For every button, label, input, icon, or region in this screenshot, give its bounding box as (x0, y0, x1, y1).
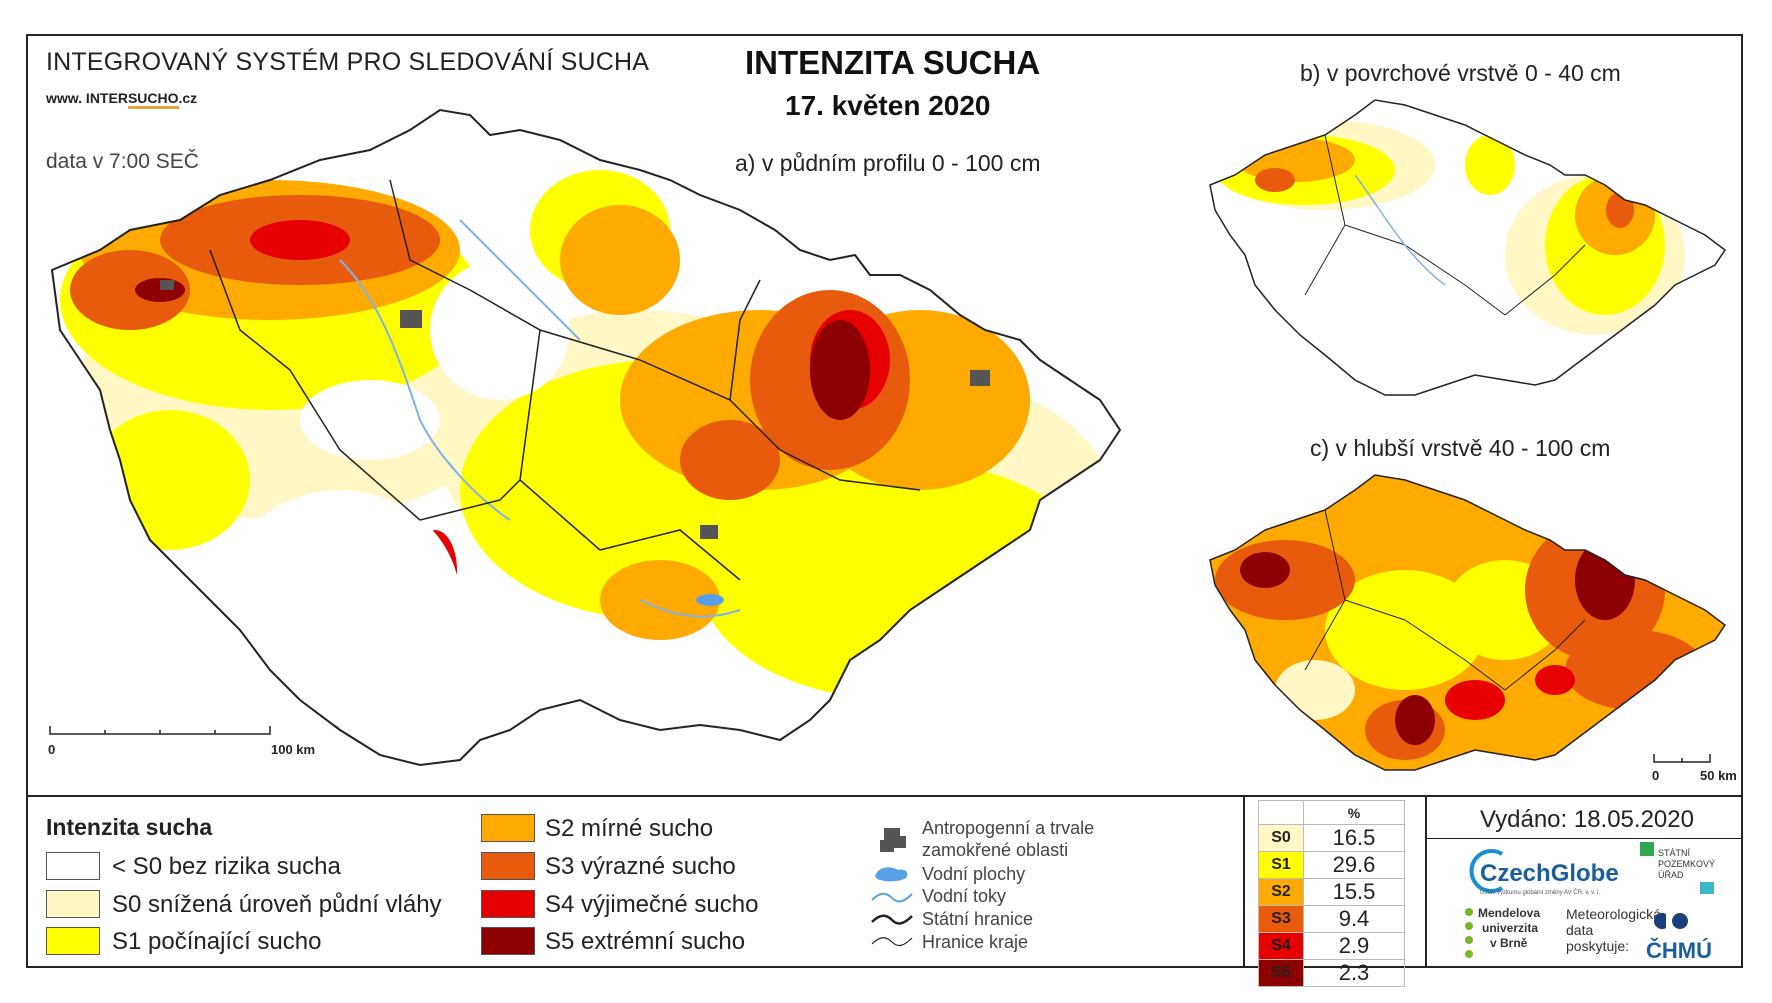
stats-code: S5 (1258, 959, 1304, 987)
map-a-soil-profile (50, 108, 1122, 767)
map-a-label: a) v půdním profilu 0 - 100 cm (735, 150, 1041, 176)
drought-stats-table: % S0 16.5 S1 29.6 S2 15.5 S3 9.4 S4 2.9 … (1258, 800, 1405, 987)
scale-small-end: 50 km (1700, 768, 1737, 783)
issued-divider (1427, 838, 1743, 839)
page-title: INTENZITA SUCHA (745, 44, 1041, 81)
chmu-logo-icon (1653, 912, 1688, 930)
state-border-icon (871, 914, 913, 925)
legend-swatch-s1 (46, 927, 100, 955)
map-c-deep-layer (1209, 474, 1727, 771)
legend-title: Intenzita sucha (46, 814, 213, 840)
legend-label-s1: S1 počínající sucho (112, 928, 322, 955)
legend-label-s4: S4 výjimečné sucho (545, 891, 759, 918)
issued-date: Vydáno: 18.05.2020 (1480, 806, 1694, 833)
stats-row: S1 29.6 (1258, 851, 1405, 879)
stats-value: 2.9 (1303, 932, 1405, 960)
website-mid: SUCHO (127, 90, 179, 109)
mendel-logo-icon (1465, 908, 1473, 958)
map-c-label: c) v hlubší vrstvě 40 - 100 cm (1310, 435, 1611, 461)
stream-icon (871, 892, 913, 903)
legend-label-s2: S2 mírné sucho (545, 815, 714, 842)
anthropogenic-label-2: zamokřené oblasti (922, 840, 1069, 860)
czechglobe-logo-icon (1469, 849, 1504, 893)
legend-swatch-s3 (481, 852, 535, 880)
stats-header-code (1258, 800, 1304, 825)
website-suffix: .cz (178, 90, 198, 106)
system-name: INTEGROVANÝ SYSTÉM PRO SLEDOVÁNÍ SUCHA (46, 48, 650, 76)
stats-value: 16.5 (1303, 824, 1405, 852)
streams-label: Vodní toky (922, 886, 1007, 906)
footer-divider (1425, 797, 1427, 968)
scale-bar-main (49, 726, 271, 735)
map-b-label: b) v povrchové vrstvě 0 - 40 cm (1300, 60, 1621, 86)
legend-label-s3: S3 výrazné sucho (545, 853, 736, 880)
stats-code: S2 (1258, 878, 1304, 906)
legend-label-s0: S0 snížená úroveň půdní vláhy (112, 891, 442, 918)
spu-logo-icon (1640, 842, 1654, 856)
stats-value: 9.4 (1303, 905, 1405, 933)
website-link[interactable]: www. INTERSUCHO.cz (46, 90, 198, 109)
stats-code: S0 (1258, 824, 1304, 852)
scale-main-end: 100 km (271, 742, 316, 757)
mendel-label-2: univerzita (1482, 921, 1539, 935)
stats-code: S3 (1258, 905, 1304, 933)
stats-row: S3 9.4 (1258, 905, 1405, 933)
map-b-surface-layer (1209, 99, 1727, 396)
mendel-label-3: v Brně (1490, 936, 1528, 950)
stats-divider (1243, 797, 1245, 968)
legend-swatch-s5 (481, 927, 535, 955)
stats-value: 29.6 (1303, 851, 1405, 879)
water-bodies-label: Vodní plochy (922, 864, 1026, 884)
chmu-logo-text: ČHMÚ (1646, 938, 1712, 963)
anthropogenic-area-icon (880, 828, 906, 852)
legend-swatch-s4 (481, 890, 535, 918)
map-date: 17. květen 2020 (785, 90, 991, 121)
stats-code: S1 (1258, 851, 1304, 879)
stats-value: 15.5 (1303, 878, 1405, 906)
met-data-label: Meteorologická data poskytuje: (1566, 906, 1661, 954)
legend-swatch-below-s0 (46, 852, 100, 880)
spu-label-3: ÚŘAD (1658, 870, 1684, 880)
website-prefix: www. INTER (46, 90, 128, 106)
legend-label-below-s0: < S0 bez rizika sucha (112, 853, 341, 880)
spu-accent-icon (1700, 882, 1714, 894)
czechglobe-subtitle: Ústav výzkumu globální změny AV ČR, v. v… (1480, 890, 1601, 896)
water-body-icon (875, 867, 908, 882)
region-border-label: Hranice kraje (922, 932, 1029, 952)
mendel-label-1: Mendelova (1478, 906, 1541, 920)
stats-header-percent: % (1303, 800, 1405, 825)
spu-label-1: STÁTNÍ (1658, 848, 1691, 858)
legend-swatch-s2 (481, 814, 535, 842)
stats-header-row: % (1258, 800, 1405, 825)
stats-code: S4 (1258, 932, 1304, 960)
legend-swatch-s0 (46, 890, 100, 918)
region-border-icon (871, 937, 913, 947)
scale-small-zero: 0 (1652, 768, 1660, 783)
stats-row: S5 2.3 (1258, 959, 1405, 987)
stats-value: 2.3 (1303, 959, 1405, 987)
data-time: data v 7:00 SEČ (46, 150, 199, 173)
spu-label-2: POZEMKOVÝ (1658, 859, 1716, 869)
czechglobe-logo-text: CzechGlobe (1480, 860, 1619, 887)
stats-row: S4 2.9 (1258, 932, 1405, 960)
stats-row: S2 15.5 (1258, 878, 1405, 906)
anthropogenic-label-1: Antropogenní a trvale (922, 818, 1095, 838)
legend-divider (26, 795, 1743, 797)
scale-main-zero: 0 (48, 742, 56, 757)
stats-row: S0 16.5 (1258, 824, 1405, 852)
state-border-label: Státní hranice (922, 909, 1034, 929)
legend-label-s5: S5 extrémní sucho (545, 928, 746, 955)
scale-bar-small (1653, 754, 1711, 763)
